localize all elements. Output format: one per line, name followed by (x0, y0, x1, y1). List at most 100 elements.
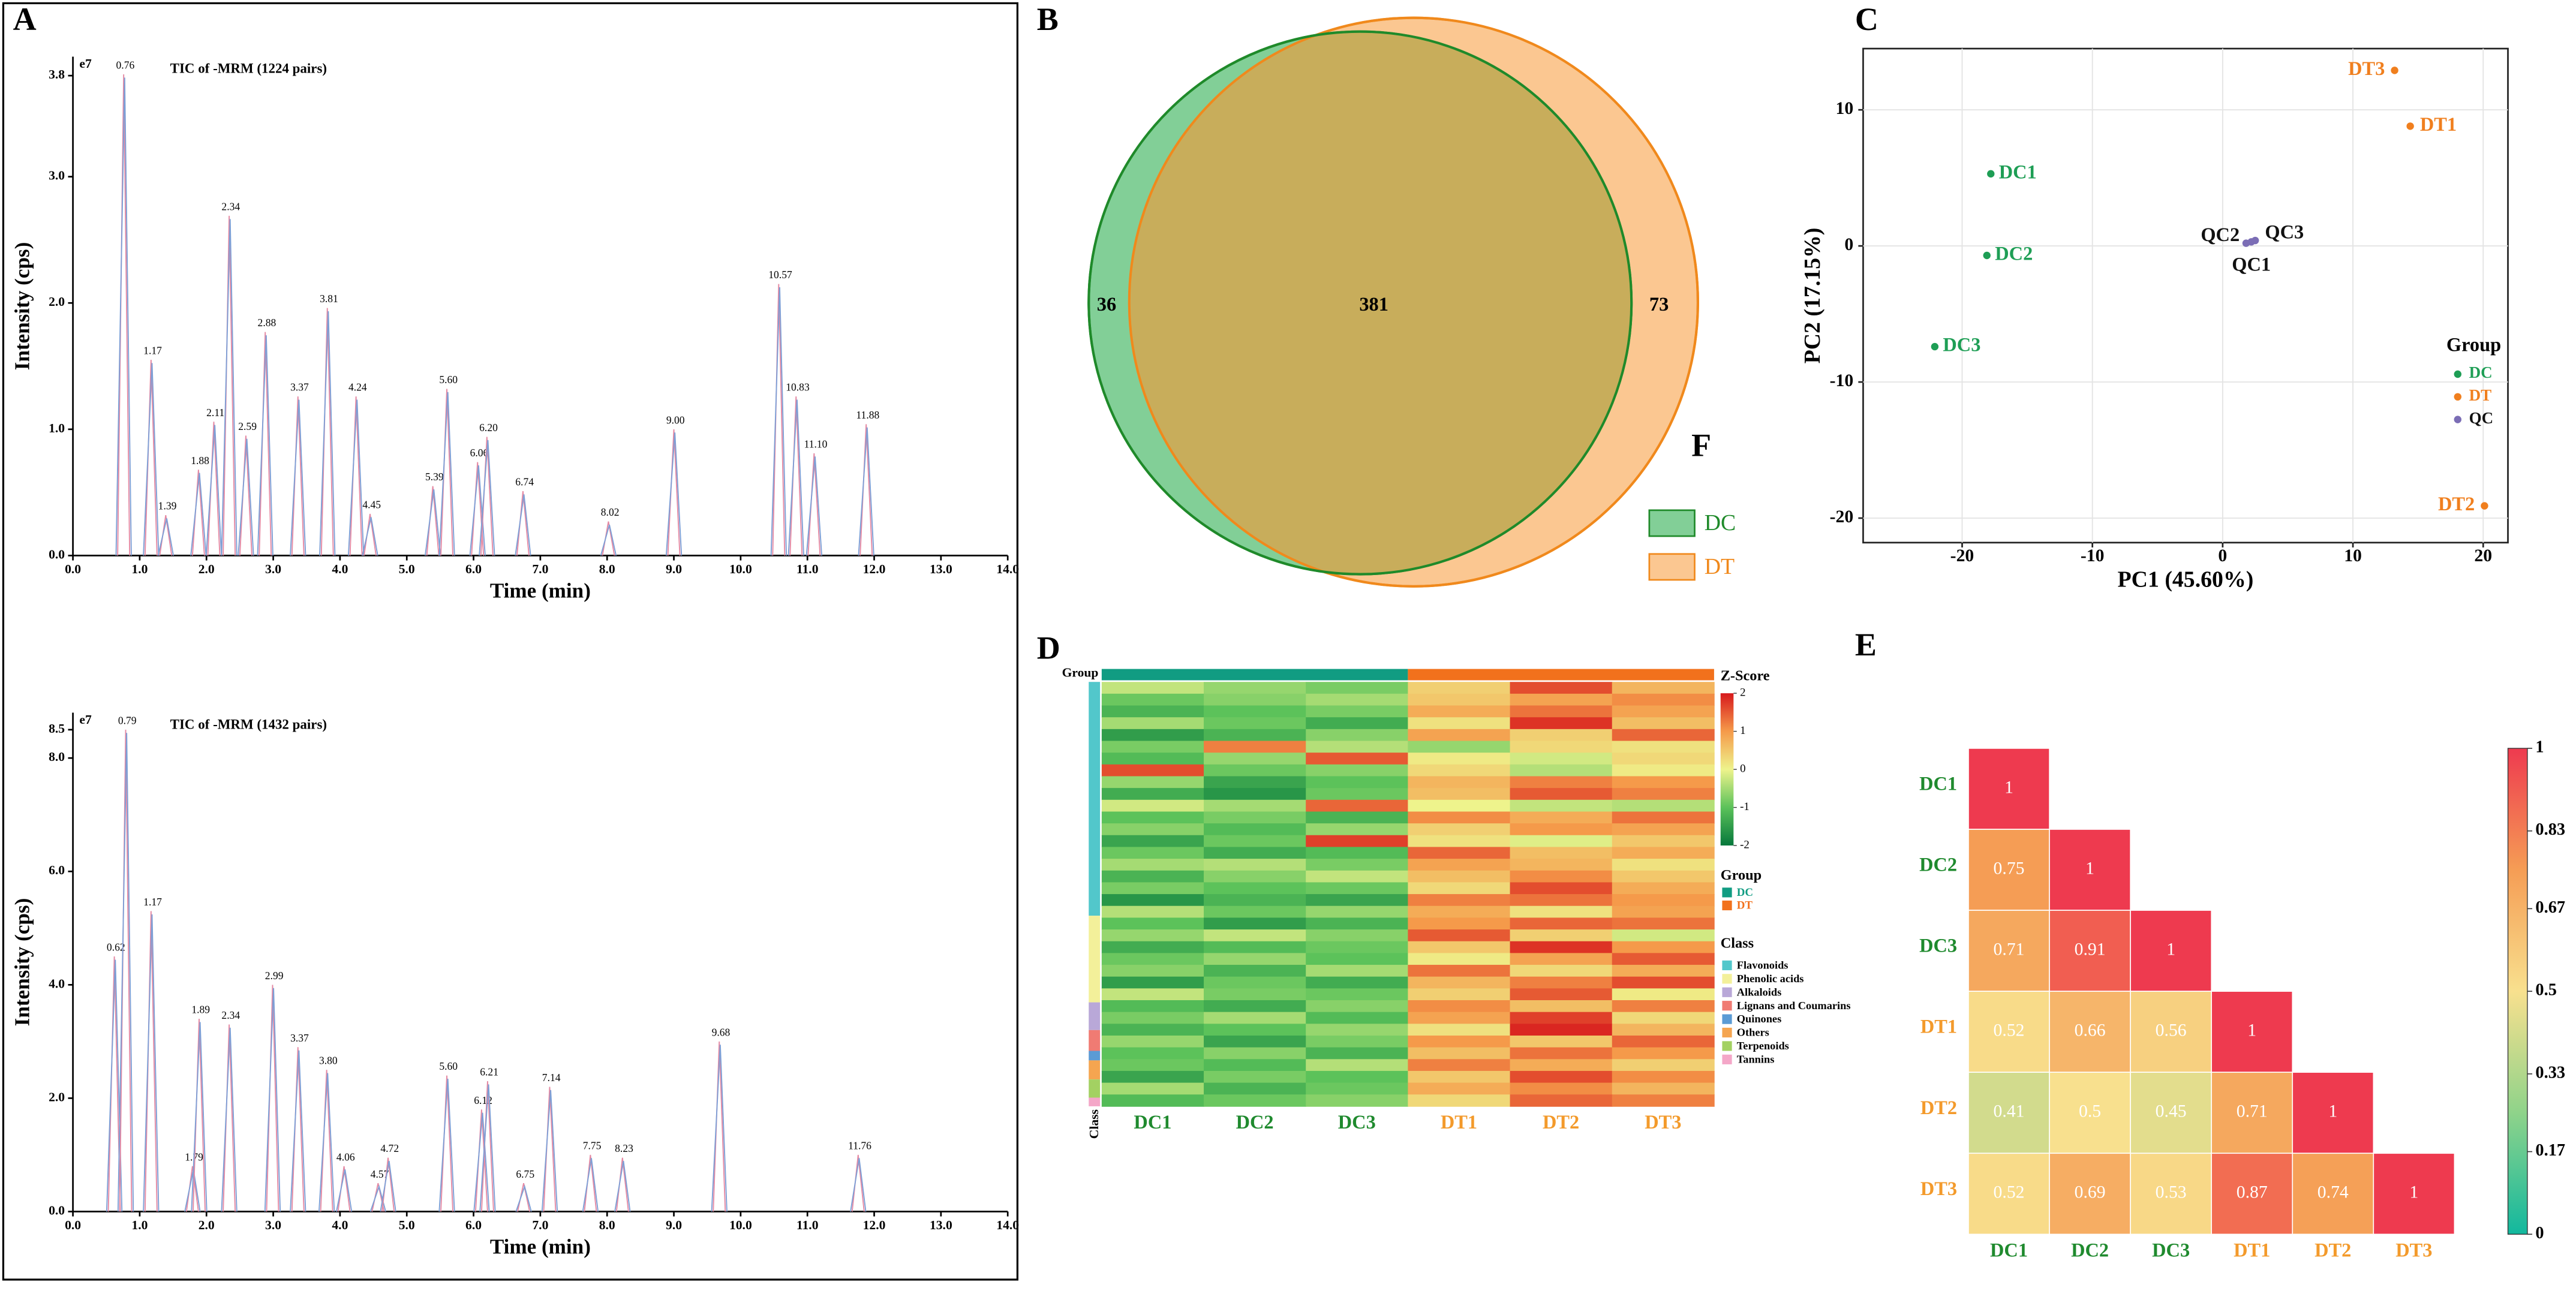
heat-cell (1101, 823, 1204, 836)
corr-value: 0.71 (2237, 1102, 2268, 1121)
peak-label: 10.83 (786, 381, 810, 393)
class-bar (1089, 1097, 1101, 1106)
peak-label: 2.11 (206, 407, 224, 419)
heat-cell (1204, 835, 1307, 848)
heat-cell (1612, 847, 1715, 859)
legend-swatch (1722, 960, 1732, 971)
x-tick-label: 7.0 (532, 1218, 548, 1232)
legend-label: DT (1737, 899, 1753, 912)
heat-cell (1306, 1059, 1409, 1072)
heat-cell (1204, 799, 1307, 812)
heat-cell (1408, 847, 1511, 859)
heat-cell (1612, 788, 1715, 801)
legend-swatch (1722, 1027, 1732, 1038)
heat-cell (1306, 717, 1409, 730)
heat-cell (1612, 1035, 1715, 1048)
legend-swatch (1722, 1014, 1732, 1024)
corr-cell (2049, 829, 2131, 911)
legend-dot (2454, 393, 2461, 401)
peak-label: 7.75 (583, 1139, 602, 1151)
heat-cell (1612, 941, 1715, 954)
heat-cell (1204, 894, 1307, 907)
heat-cell (1101, 882, 1204, 895)
legend-swatch (1648, 553, 1696, 581)
peak-label: 8.02 (601, 506, 620, 518)
heat-cell (1101, 894, 1204, 907)
x-tick-label: 13.0 (930, 562, 952, 576)
x-tick-label: 20 (2474, 546, 2492, 565)
peak (426, 486, 440, 556)
peak (787, 399, 804, 556)
peak (291, 1047, 305, 1212)
heat-cell (1204, 811, 1307, 824)
legend-swatch (1722, 1001, 1732, 1011)
heat-cell (1612, 905, 1715, 919)
peak-label: 2.99 (265, 970, 284, 982)
heat-cell (1612, 917, 1715, 930)
peak-label: 11.10 (804, 438, 828, 450)
peak-label: 3.81 (320, 293, 338, 305)
column-label: DT3 (2395, 1239, 2432, 1261)
corr-value: 1 (2328, 1102, 2337, 1121)
corr-cell (1968, 1152, 2050, 1235)
peak (191, 1022, 208, 1212)
heat-cell (1408, 764, 1511, 777)
legend-label: DT (1705, 554, 1735, 579)
x-tick-label: 4.0 (332, 1218, 348, 1232)
heat-cell (1510, 1012, 1613, 1025)
y-tick-label: 10 (1836, 99, 1854, 118)
peak (516, 491, 530, 556)
heat-cell (1612, 764, 1715, 777)
colorbar-tick-label: 0.67 (2535, 898, 2565, 917)
x-tick-label: 0 (2218, 546, 2227, 565)
heat-cell (1510, 753, 1613, 765)
heat-cell (1101, 1035, 1204, 1048)
y-axis-title: Intensity (cps) (11, 242, 34, 371)
peak (543, 1087, 557, 1212)
heat-cell (1408, 882, 1511, 895)
corr-cell (2130, 910, 2213, 992)
peak (713, 1041, 726, 1212)
legend-label: Quinones (1737, 1013, 1781, 1025)
overlap (1129, 31, 1632, 574)
heat-cell (1101, 682, 1204, 694)
panel-label: A (13, 1, 37, 37)
peak-label: 3.80 (319, 1055, 338, 1067)
point-label: DC1 (1999, 161, 2037, 183)
heat-cell (1306, 705, 1409, 718)
heat-cell (1612, 882, 1715, 895)
point (2391, 67, 2398, 74)
heat-cell (1306, 835, 1409, 848)
heat-cell (1408, 811, 1511, 824)
heat-cell (1510, 705, 1613, 718)
peak (320, 1070, 333, 1212)
x-tick-label: 12.0 (863, 1218, 886, 1232)
peak-label: 7.14 (542, 1072, 561, 1084)
heat-cell (1204, 682, 1307, 694)
heat-cell (1306, 823, 1409, 836)
heat-cell (1510, 1059, 1613, 1072)
heat-cell (1510, 717, 1613, 730)
heat-cell (1101, 799, 1204, 812)
heat-cell (1408, 917, 1511, 930)
legend-label: Phenolic acids (1737, 973, 1804, 985)
heat-cell (1306, 776, 1409, 789)
class-bar (1089, 1051, 1101, 1061)
corr-cell (2211, 991, 2294, 1073)
corr-value: 0.5 (2079, 1102, 2101, 1121)
heat-cell (1306, 870, 1409, 883)
heat-cell (1204, 1070, 1307, 1084)
heat-cell (1306, 788, 1409, 801)
heat-cell (1510, 929, 1613, 942)
heat-cell (1204, 705, 1307, 718)
heat-cell (1306, 753, 1409, 765)
heat-cell (1204, 1059, 1307, 1072)
corr-cell (2130, 991, 2213, 1073)
corr-value: 0.91 (2075, 940, 2106, 959)
row-label: DT3 (1920, 1178, 1957, 1200)
heat-cell (1510, 917, 1613, 930)
panel-label: C (1855, 1, 1878, 37)
heat-cell (1612, 1000, 1715, 1013)
column-label: DC3 (2152, 1239, 2190, 1261)
